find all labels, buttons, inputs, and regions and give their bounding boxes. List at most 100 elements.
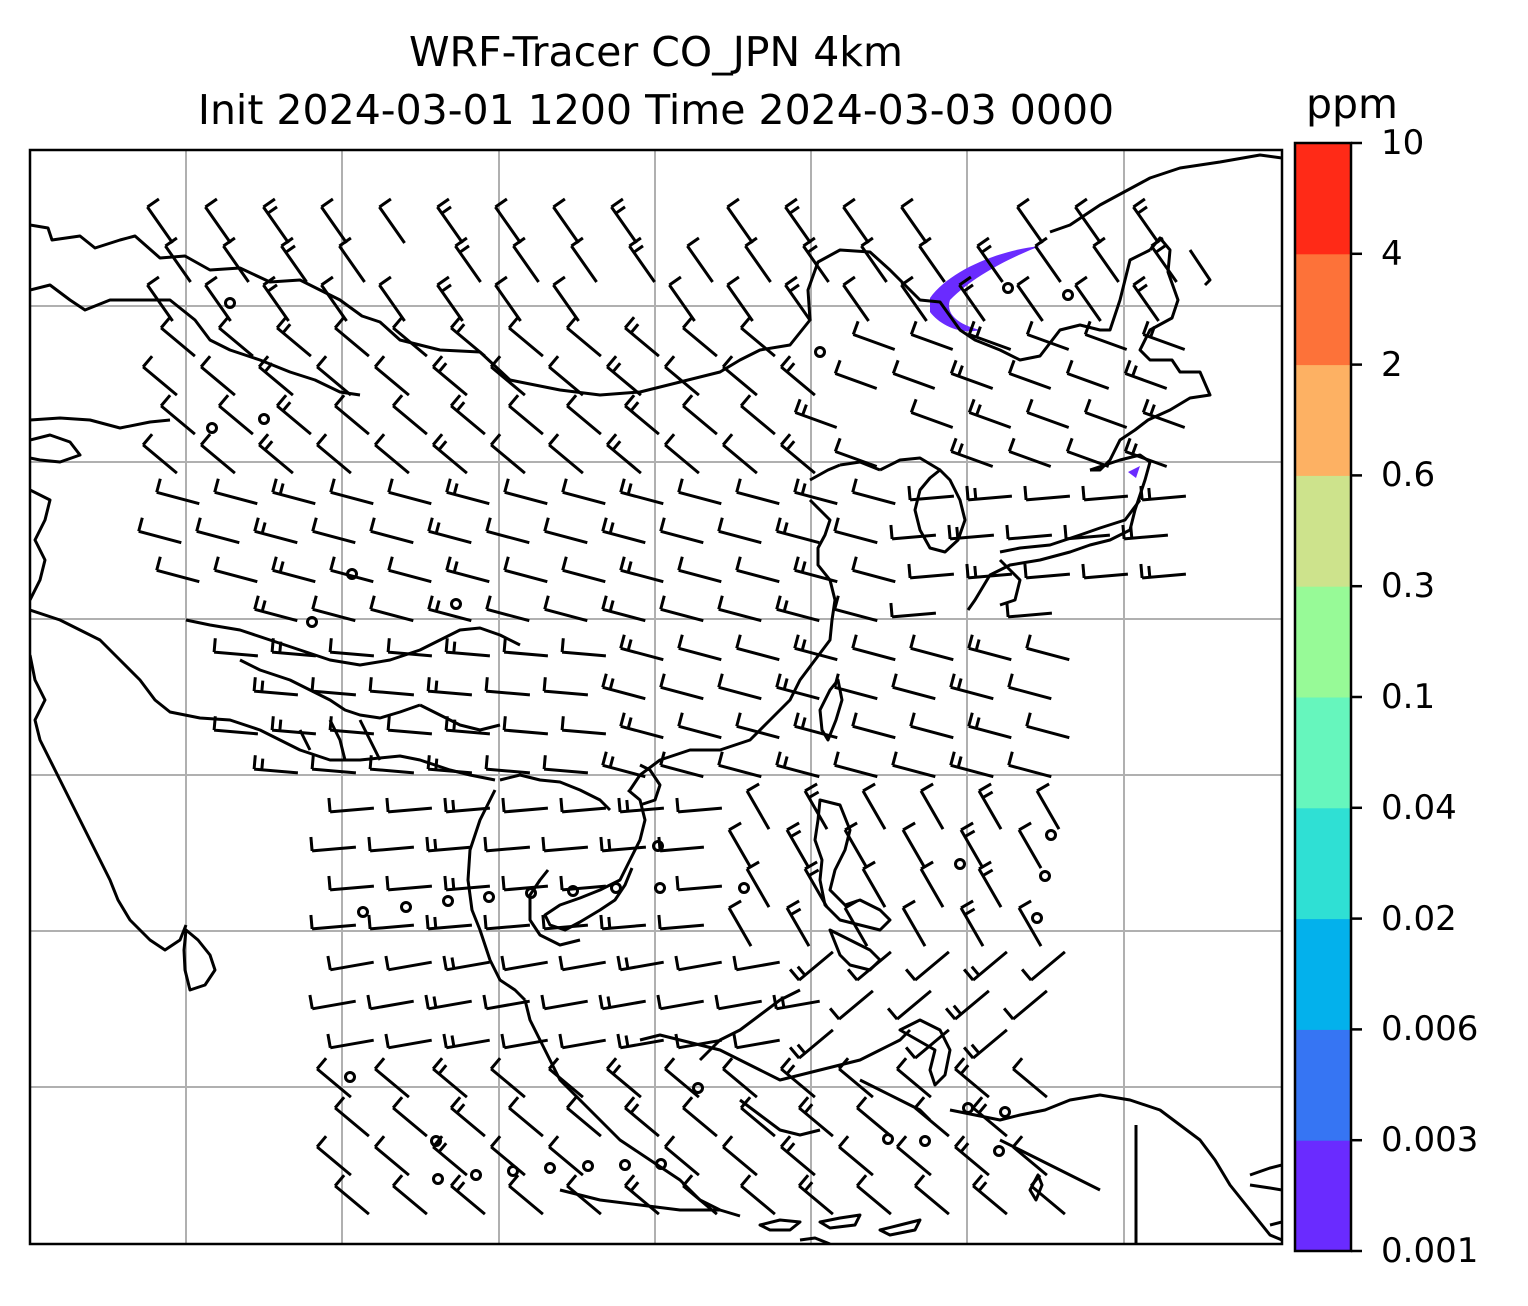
colorbar-tick-label: 0.1 [1381, 677, 1435, 717]
wind-barb [328, 1034, 374, 1048]
wind-barb [369, 837, 414, 851]
colorbar-segment [1295, 143, 1351, 254]
wind-barb [959, 277, 984, 321]
wind-barb [427, 915, 472, 929]
wind-barb [903, 901, 925, 946]
wind-barb [393, 1175, 427, 1214]
wind-barb [567, 317, 601, 356]
wind-barb [795, 479, 838, 504]
wind-barb [437, 277, 462, 321]
wind-barb [1022, 952, 1065, 980]
wind-barb [371, 596, 414, 621]
wind-barb [485, 915, 530, 929]
wind-barb [259, 356, 293, 395]
wind-barb [719, 752, 762, 777]
calm-wind-marker [208, 424, 217, 433]
wind-barb [313, 596, 356, 621]
wind-barb [1025, 564, 1070, 578]
wind-barb [561, 876, 606, 890]
wind-barb [368, 995, 414, 1009]
wind-barb [683, 1175, 717, 1214]
wind-barb [505, 557, 548, 582]
wind-barb [197, 518, 240, 543]
wind-barb [545, 518, 588, 543]
wind-barb [451, 395, 485, 434]
wind-barb [486, 677, 530, 695]
wind-barb [891, 525, 936, 539]
wind-barb [433, 1136, 467, 1175]
wind-barb [509, 395, 543, 434]
colorbar-tick-label: 0.001 [1381, 1231, 1478, 1271]
colorbar-segment [1295, 1029, 1351, 1140]
wind-barb [679, 479, 722, 504]
wind-barb [611, 199, 636, 243]
wind-barb [625, 1175, 659, 1214]
wind-barb [843, 277, 868, 321]
wind-barb [329, 798, 374, 812]
wind-barb [1007, 603, 1052, 617]
wind-barb [549, 1058, 583, 1097]
wind-barb [387, 798, 432, 812]
wind-barb [607, 434, 641, 473]
wind-barb [909, 564, 954, 578]
wind-barb [444, 956, 490, 970]
colorbar-tick-label: 10 [1381, 123, 1424, 163]
wind-barb [542, 995, 588, 1009]
wind-barb [389, 479, 432, 504]
wind-barb [785, 277, 810, 321]
wind-barb [433, 434, 467, 473]
wind-barb [157, 557, 200, 582]
wind-barb [311, 837, 356, 851]
wind-barb [676, 956, 722, 970]
wind-barb [567, 395, 601, 434]
wind-barb [661, 674, 704, 699]
wind-barb [1013, 1058, 1047, 1097]
wind-barb [1083, 486, 1128, 500]
wind-barb [560, 956, 606, 970]
calm-wind-marker [452, 600, 461, 609]
wind-barb [433, 1058, 467, 1097]
wind-barb [214, 638, 258, 656]
wind-barb [915, 1097, 949, 1136]
wind-barb [727, 277, 752, 321]
wind-barb [389, 557, 432, 582]
wind-barb [317, 1136, 351, 1175]
wind-barb [723, 434, 757, 473]
calm-wind-marker [995, 1147, 1004, 1156]
wind-barb [911, 635, 954, 660]
wind-barb [375, 434, 409, 473]
wind-barb [774, 995, 820, 1009]
wind-barb [205, 199, 230, 243]
wind-barb [723, 356, 757, 395]
wind-barb [328, 956, 374, 970]
wind-barb [618, 956, 664, 970]
wind-barb [747, 784, 769, 829]
tracer-plume [930, 246, 1140, 478]
wind-barb [839, 1136, 873, 1175]
wind-barb [331, 479, 374, 504]
wind-barb [445, 798, 490, 812]
calm-wind-marker [485, 893, 494, 902]
wind-barb [310, 995, 356, 1009]
wind-barb [787, 901, 809, 946]
wind-barb [215, 479, 258, 504]
wind-barb [625, 395, 659, 434]
calm-wind-marker [359, 908, 368, 917]
wind-barb [544, 755, 588, 773]
wind-barb [143, 434, 177, 473]
wind-barb [625, 1097, 659, 1136]
wind-barb [446, 638, 490, 656]
calm-wind-marker [1033, 914, 1042, 923]
wind-barb [223, 238, 248, 282]
wind-barb [777, 596, 820, 621]
wind-barb [839, 1058, 873, 1097]
wind-barb [857, 1175, 891, 1214]
colorbar-tick-label: 4 [1381, 234, 1403, 274]
wind-barb [888, 991, 931, 1019]
calm-wind-marker [346, 1073, 355, 1082]
wind-barb [1133, 277, 1158, 321]
calm-wind-marker [621, 1161, 630, 1170]
wind-barb [1093, 238, 1118, 282]
wind-barb [737, 557, 780, 582]
wind-barb [312, 677, 356, 695]
